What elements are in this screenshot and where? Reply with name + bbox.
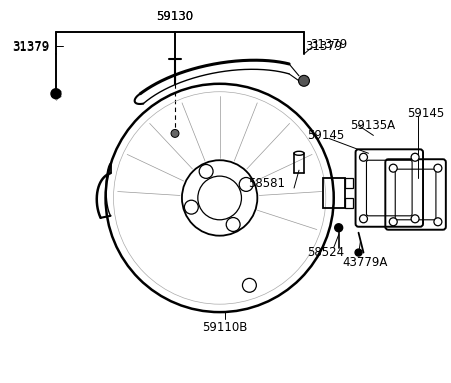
Text: 59130: 59130: [156, 10, 193, 23]
Text: 59135A: 59135A: [350, 119, 395, 132]
Circle shape: [359, 215, 368, 223]
Circle shape: [434, 218, 442, 226]
Text: 43779A: 43779A: [343, 256, 388, 269]
Text: 58581: 58581: [248, 177, 285, 190]
Circle shape: [299, 75, 309, 86]
Circle shape: [434, 164, 442, 172]
Circle shape: [411, 215, 419, 223]
Circle shape: [355, 249, 362, 256]
Text: 31379: 31379: [13, 41, 50, 54]
Text: 59145: 59145: [307, 129, 345, 142]
Text: 59145: 59145: [407, 107, 445, 120]
Circle shape: [389, 164, 397, 172]
Circle shape: [389, 218, 397, 226]
Bar: [345, 178, 353, 188]
Circle shape: [335, 224, 343, 232]
Text: 59110B: 59110B: [202, 321, 247, 334]
Text: 58524: 58524: [307, 246, 345, 259]
Circle shape: [51, 89, 61, 99]
Text: 31379: 31379: [305, 39, 342, 52]
Bar: [345, 198, 353, 208]
Text: 31379: 31379: [310, 38, 347, 51]
Circle shape: [359, 153, 368, 161]
Circle shape: [411, 153, 419, 161]
Circle shape: [171, 129, 179, 137]
Bar: [323, 178, 345, 208]
Text: 31379: 31379: [13, 39, 50, 52]
Text: 59130: 59130: [156, 10, 193, 23]
